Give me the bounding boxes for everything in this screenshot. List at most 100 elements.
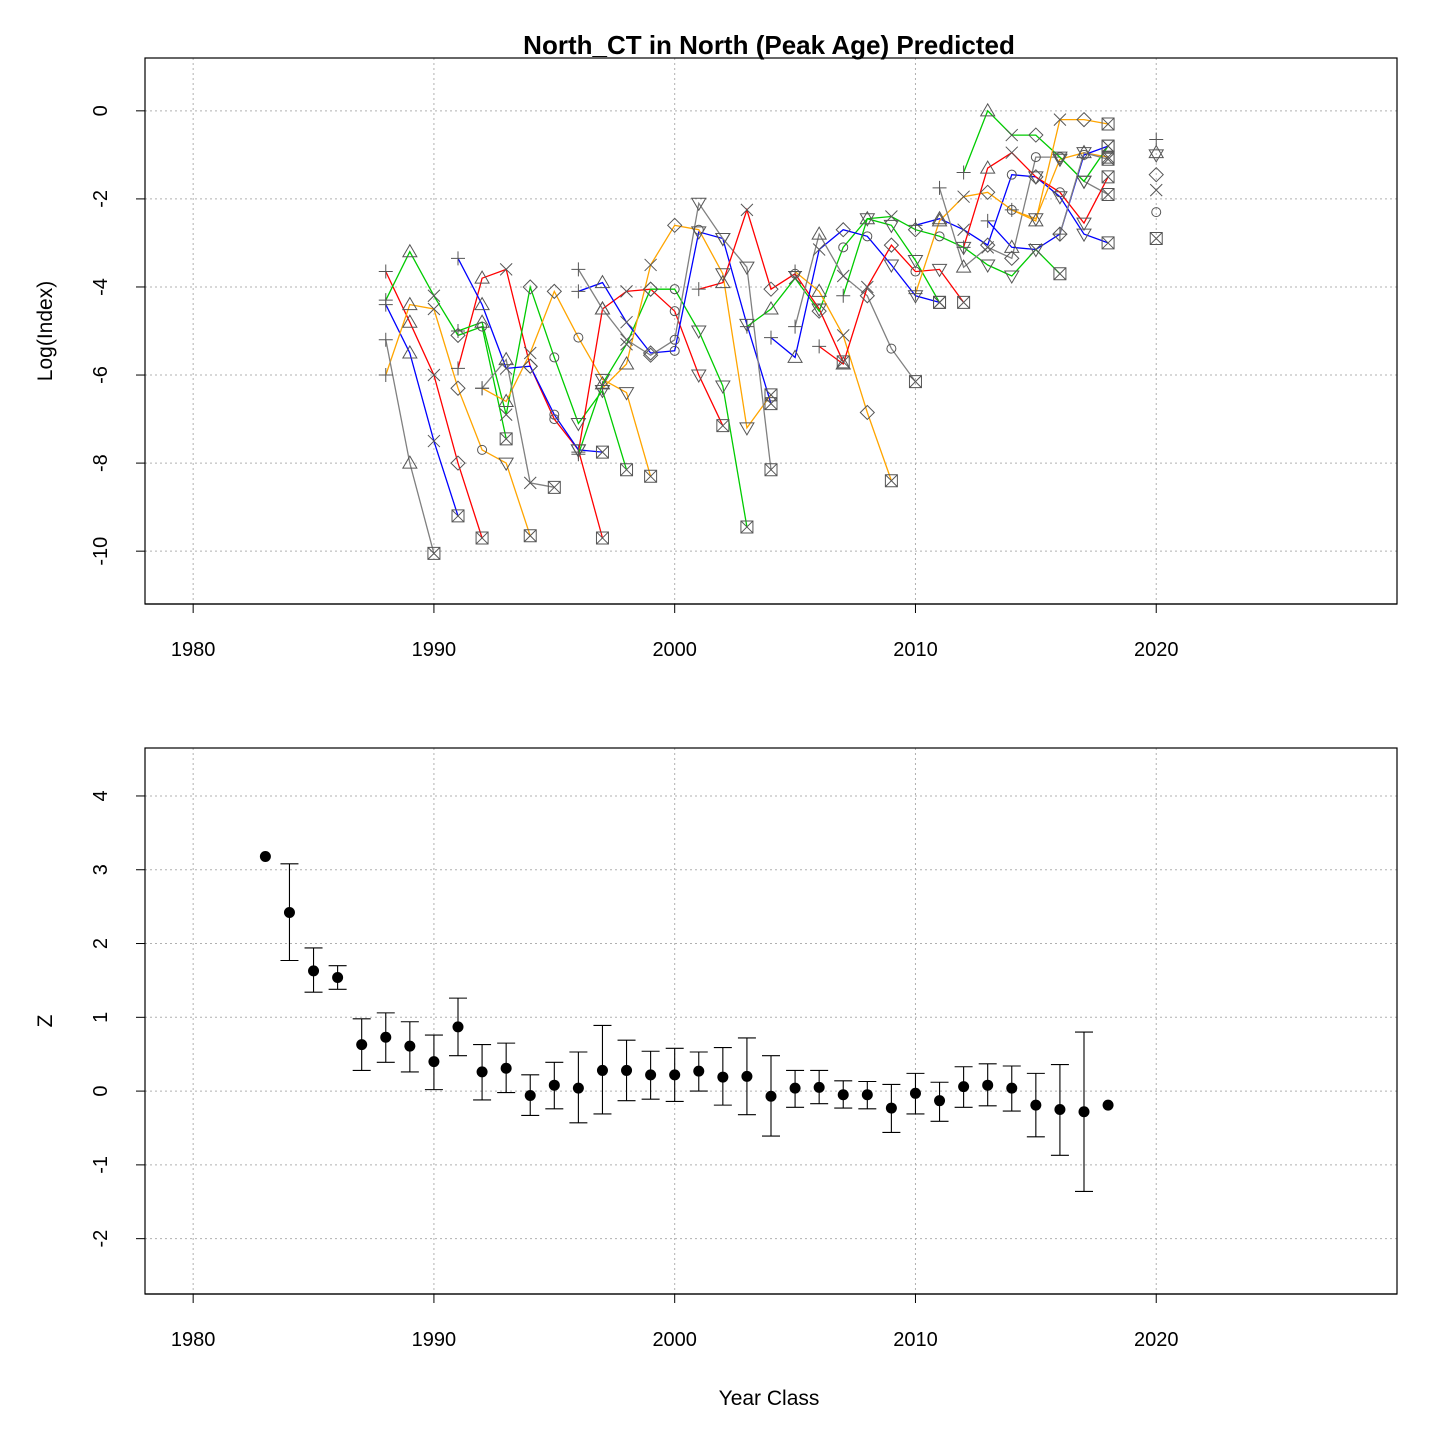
marker-diamond (522, 358, 538, 374)
marker-diamond (907, 222, 924, 238)
z-point (861, 1089, 873, 1101)
z-point (717, 1071, 729, 1083)
z-point (1030, 1099, 1042, 1111)
marker-triangle-down (739, 422, 755, 436)
marker-plus (378, 368, 393, 383)
top-x-axis: 1980 1990 2000 2010 2020 (145, 603, 1397, 661)
marker-boxed-x (547, 480, 561, 494)
marker-triangle-down (690, 325, 707, 339)
z-point (621, 1064, 633, 1076)
marker-triangle-down (1027, 171, 1044, 185)
marker-plus (571, 284, 586, 299)
marker-circle (886, 343, 897, 354)
marker-diamond (811, 303, 827, 319)
marker-diamond (763, 281, 779, 297)
x-tick-label: 1980 (171, 1329, 216, 1351)
marker-triangle (835, 356, 852, 370)
marker-triangle (594, 300, 611, 315)
marker-triangle-down (907, 255, 924, 269)
z-point (669, 1069, 681, 1081)
z-point (982, 1079, 994, 1091)
marker-diamond (642, 281, 659, 297)
marker-triangle-down (1076, 217, 1092, 232)
marker-diamond (979, 184, 996, 201)
marker-x (523, 476, 537, 490)
marker-boxed-x (1101, 170, 1115, 184)
z-point (741, 1070, 753, 1082)
marker-triangle (811, 226, 828, 240)
marker-triangle-down (618, 387, 635, 401)
marker-boxed-x (644, 469, 658, 483)
z-point (548, 1079, 560, 1091)
marker-triangle-down (1076, 147, 1092, 161)
marker-plus (788, 264, 803, 279)
y-tick-label: 0 (90, 1086, 112, 1097)
z-point (693, 1065, 705, 1077)
marker-triangle-down (1052, 191, 1068, 205)
marker-boxed-x (957, 295, 971, 309)
marker-triangle (498, 393, 515, 407)
marker-diamond (666, 217, 683, 234)
x-tick-label: 2020 (1134, 639, 1179, 661)
marker-diamond (1076, 111, 1092, 128)
bottom-plot-frame (144, 747, 1398, 1295)
marker-boxed-x (1101, 152, 1115, 166)
marker-triangle-down (1148, 149, 1165, 163)
marker-triangle (498, 351, 515, 366)
marker-plus (451, 251, 465, 266)
cohort-line-2006 (794, 271, 893, 481)
z-point (789, 1082, 801, 1094)
marker-x (499, 263, 513, 276)
marker-circle (477, 444, 488, 455)
marker-triangle-down (714, 233, 731, 247)
marker-triangle (474, 314, 490, 328)
z-point (1078, 1106, 1090, 1118)
top-y-axis: 0 -2 -4 -6 -8 -10 (90, 105, 145, 566)
marker-triangle-down (883, 259, 900, 273)
marker-triangle (931, 212, 948, 227)
marker-boxed-x (933, 295, 947, 309)
marker-boxed-x (499, 432, 513, 446)
marker-x (1053, 113, 1067, 126)
marker-plus (812, 339, 827, 354)
bottom-gridlines (145, 748, 1397, 1294)
z-point (1054, 1104, 1066, 1116)
marker-boxed-x (764, 463, 778, 477)
marker-triangle-down (570, 444, 587, 458)
marker-circle (1054, 152, 1065, 163)
top-markers (378, 102, 1165, 560)
z-point (837, 1089, 849, 1101)
cohort-line-2004 (746, 217, 941, 328)
marker-plus (691, 282, 706, 297)
marker-boxed-x (451, 509, 465, 523)
marker-plus (378, 332, 393, 347)
marker-triangle-down (931, 263, 948, 278)
z-point (356, 1039, 368, 1051)
marker-circle (1151, 207, 1162, 218)
marker-triangle-down (979, 259, 996, 273)
marker-diamond (546, 283, 563, 300)
marker-diamond (1004, 250, 1020, 267)
z-point (645, 1069, 657, 1081)
marker-triangle (401, 455, 418, 469)
x-tick-label: 2010 (893, 1329, 938, 1351)
marker-triangle (955, 259, 972, 273)
marker-triangle-down (714, 268, 731, 282)
marker-triangle (714, 274, 731, 289)
z-point (958, 1081, 970, 1093)
cohort-line-2017 (1059, 151, 1109, 235)
marker-x (620, 285, 633, 298)
marker-diamond (642, 345, 659, 361)
marker-diamond (883, 237, 900, 253)
z-point (283, 907, 295, 919)
marker-triangle (1148, 144, 1165, 159)
marker-boxed-x (1053, 267, 1067, 281)
marker-circle (549, 409, 560, 420)
marker-x (740, 203, 754, 217)
marker-triangle (1027, 212, 1044, 227)
marker-x (427, 368, 441, 382)
marker-triangle-down (714, 380, 731, 395)
marker-plus (475, 381, 490, 396)
marker-boxed-x (1149, 232, 1163, 246)
marker-triangle (1003, 239, 1020, 253)
